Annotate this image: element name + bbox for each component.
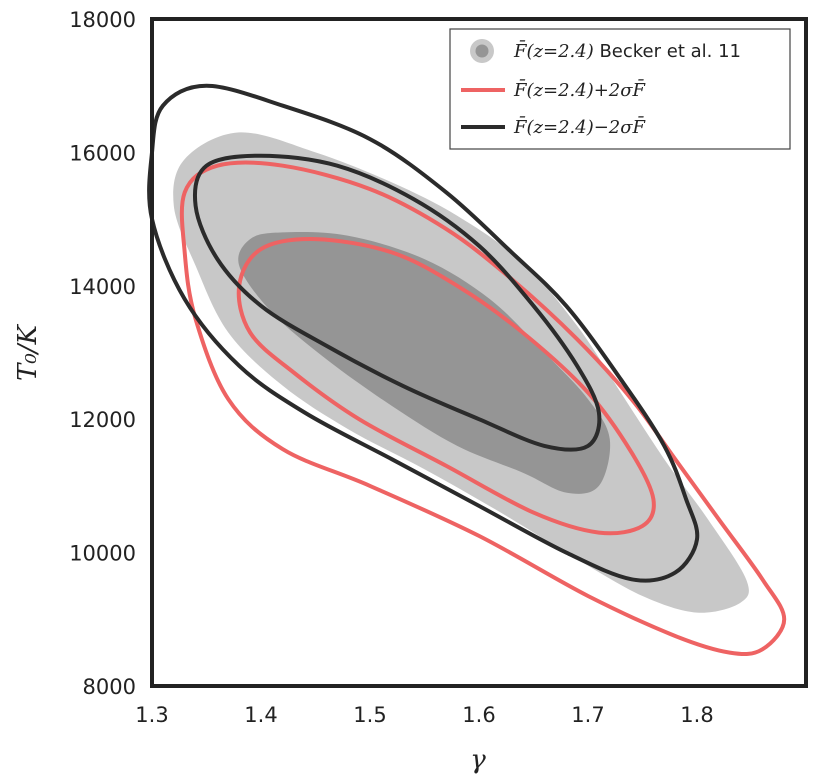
x-tick-label: 1.7 bbox=[571, 703, 604, 727]
contour-becker-inner bbox=[238, 232, 611, 494]
contour-plus-outer bbox=[179, 160, 787, 657]
x-tick-label: 1.3 bbox=[135, 703, 168, 727]
y-tick-label: 10000 bbox=[69, 542, 136, 566]
y-tick-label: 12000 bbox=[69, 408, 136, 432]
legend-label-plus: F̄(z=2.4)+2σF̄ bbox=[513, 78, 647, 101]
contour-minus-outer bbox=[147, 83, 700, 583]
contour-plus-inner bbox=[236, 237, 656, 536]
legend: F̄(z=2.4) Becker et al. 11 F̄(z=2.4)+2σF… bbox=[449, 28, 791, 150]
legend-box bbox=[449, 28, 791, 150]
x-tick-label: 1.8 bbox=[680, 703, 713, 727]
y-tick-label: 18000 bbox=[69, 8, 136, 32]
x-tick-label: 1.4 bbox=[244, 703, 277, 727]
axis-ticks: 1.3 1.4 1.5 1.6 1.7 1.8 8000 10000 12000 14000 160… bbox=[69, 8, 714, 727]
plot-area bbox=[147, 83, 787, 657]
x-tick-label: 1.5 bbox=[353, 703, 386, 727]
x-axis-label: γ bbox=[470, 745, 486, 775]
legend-label-minus: F̄(z=2.4)−2σF̄ bbox=[513, 115, 647, 138]
contour-minus-inner bbox=[193, 153, 602, 452]
plot-frame bbox=[150, 17, 808, 688]
legend-swatch-becker-inner bbox=[475, 44, 489, 58]
y-tick-label: 14000 bbox=[69, 275, 136, 299]
legend-label-becker: F̄(z=2.4) Becker et al. 11 bbox=[513, 39, 741, 62]
y-axis-label: T₀/K bbox=[13, 323, 43, 381]
x-tick-label: 1.6 bbox=[462, 703, 495, 727]
y-tick-label: 16000 bbox=[69, 141, 136, 165]
y-tick-label: 8000 bbox=[83, 675, 136, 699]
